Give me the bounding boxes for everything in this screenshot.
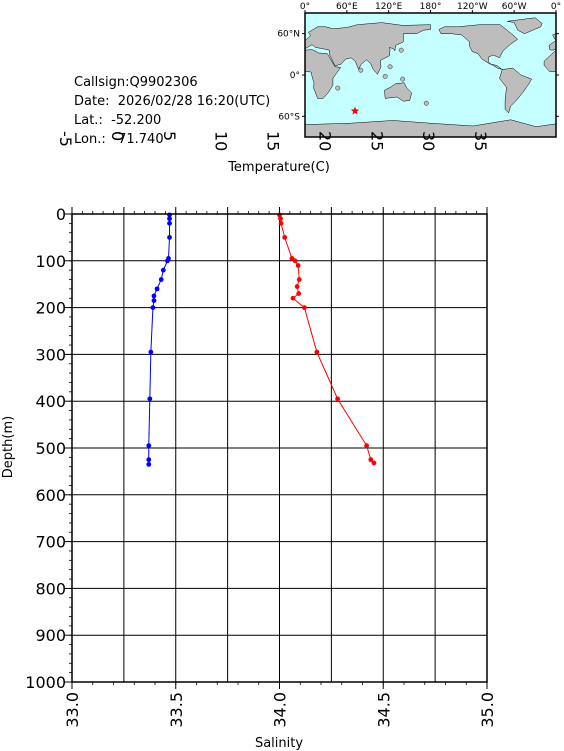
salinity-tick-label: 35.0 (478, 692, 497, 728)
salinity-point (165, 258, 170, 264)
salinity-tick-label: 33.5 (167, 692, 186, 728)
africa-landmass (304, 49, 342, 99)
temperature-tick-label: 10 (212, 131, 231, 151)
station-star-marker (350, 106, 360, 115)
temperature-point (302, 305, 307, 310)
chart-axes: -5 0 5 10 15 20 25 30 35 33.0 33.5 34.0 34.5 35.0 0 100… (25, 131, 497, 728)
island-shape (423, 100, 429, 106)
island-shape (398, 47, 404, 53)
map-lon-label: 180° (420, 2, 442, 12)
north-america-landmass (438, 24, 519, 70)
island-shape (387, 64, 393, 70)
salinity-point (148, 349, 154, 355)
south-america-landmass (499, 67, 532, 114)
temperature-point (295, 263, 301, 268)
station-info: Callsign:Q9902306 Date: 2026/02/28 16:20… (74, 73, 270, 149)
map-lon-label: 0° (300, 2, 310, 12)
temperature-tick-label: -5 (56, 131, 75, 147)
depth-tick-label: 700 (35, 533, 66, 552)
island-shape (358, 67, 364, 73)
salinity-line (148, 214, 171, 465)
depth-tick-label: 500 (35, 439, 66, 458)
map-lon-label: 120°E (375, 2, 403, 12)
callsign-text: Callsign:Q9902306 (74, 75, 198, 90)
salinity-point (167, 235, 172, 240)
temperature-point (335, 396, 340, 402)
temperature-point (294, 284, 300, 289)
depth-tick-label: 100 (35, 252, 66, 271)
temperature-tick-label: 30 (419, 131, 438, 151)
temperature-point (371, 460, 377, 466)
temperature-tick-label: 5 (160, 131, 179, 141)
temperature-point (314, 349, 320, 355)
salinity-tick-label: 34.0 (271, 692, 290, 728)
island-shape (382, 73, 388, 79)
salinity-point (146, 443, 152, 449)
eurasia-landmass (304, 22, 431, 75)
salinity-point (160, 267, 166, 273)
map-lat-label: 60°S (278, 112, 300, 122)
greenland-landmass (507, 17, 543, 34)
temperature-point (296, 291, 302, 296)
map-lat-label: 60°N (277, 30, 300, 40)
depth-tick-label: 1000 (25, 673, 66, 692)
temperature-point (364, 443, 370, 449)
map-lon-label: 60°E (336, 2, 358, 12)
temperature-point (278, 220, 284, 226)
salinity-point (151, 298, 157, 303)
longitude-text: Lon.: 71.740 (74, 132, 164, 147)
temperature-point (282, 235, 288, 240)
australia-landmass (384, 82, 412, 102)
salinity-tick-label: 34.5 (374, 692, 393, 728)
map-lon-label: 60°W (502, 2, 527, 12)
depth-tick-label: 0 (56, 205, 66, 224)
date-text: Date: 2026/02/28 16:20(UTC) (74, 94, 271, 109)
island-shape (335, 85, 341, 91)
depth-tick-label: 600 (35, 486, 66, 505)
temperature-point (278, 216, 283, 222)
map-lon-label: 120°W (457, 2, 488, 12)
depth-tick-label: 900 (35, 626, 66, 645)
temperature-point (290, 295, 296, 301)
temperature-point (296, 277, 302, 282)
temperature-line (279, 214, 375, 464)
depth-tick-label: 300 (35, 345, 66, 364)
latitude-text: Lat.: -52.200 (74, 113, 162, 128)
depth-axis-title: Depth(m) (1, 416, 16, 478)
salinity-axis-title: Salinity (255, 736, 303, 751)
salinity-point (167, 220, 172, 226)
salinity-point (167, 216, 172, 222)
map-lat-label: 0° (290, 71, 300, 81)
chart-grid (71, 213, 488, 683)
temperature-tick-label: 25 (367, 131, 386, 151)
temperature-tick-label: 20 (315, 131, 334, 151)
temperature-axis-title: Temperature(C) (227, 160, 330, 175)
salinity-point (146, 461, 152, 467)
temperature-point (368, 457, 374, 463)
salinity-point (158, 277, 164, 282)
salinity-point (150, 305, 156, 310)
map-group: 0° 60°E 120°E 180° 120°W 60°W 0° 60°N 0° 60°S (277, 2, 561, 138)
depth-tick-label: 800 (35, 579, 66, 598)
salinity-tick-label: 33.0 (63, 692, 82, 728)
island-shape (400, 76, 406, 82)
salinity-point (147, 396, 153, 402)
temperature-tick-label: 15 (264, 131, 283, 151)
temperature-tick-label: 35 (471, 131, 490, 151)
salinity-point (151, 293, 157, 299)
salinity-point (154, 286, 160, 292)
temperature-tick-label: 0 (108, 131, 127, 141)
temperature-point (292, 258, 298, 264)
depth-tick-label: 400 (35, 392, 66, 411)
map-lon-label: 0° (551, 2, 561, 12)
salinity-point (146, 457, 152, 463)
chart-series (146, 212, 377, 467)
depth-tick-label: 200 (35, 299, 66, 318)
